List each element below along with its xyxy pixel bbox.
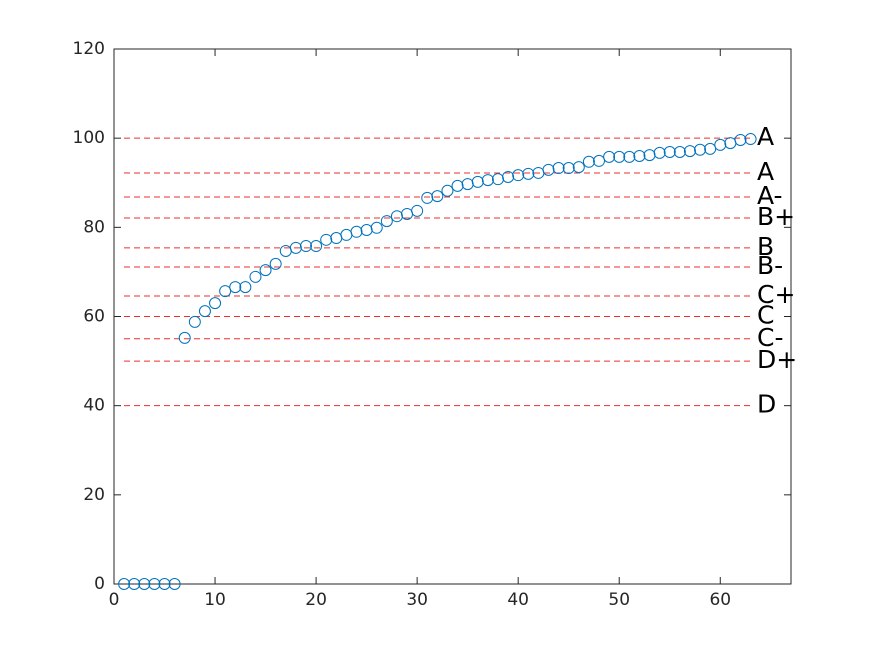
point [552,162,565,175]
point [704,142,717,155]
point [128,578,141,590]
point [734,133,747,146]
x-tick-label: 0 [109,590,120,610]
grade-label: C [757,301,774,330]
point [350,225,363,238]
grade-label: A- [757,181,783,210]
y-tick-label: 100 [73,128,105,148]
point [603,150,616,163]
point [431,190,444,203]
point [138,578,151,590]
grade-label: B [757,232,774,261]
point [239,281,252,294]
point [370,221,383,234]
point [219,285,232,298]
x-tick-label: 60 [709,590,731,610]
y-tick-label: 120 [73,39,105,59]
x-tick-label: 20 [305,590,327,610]
grade-label: A [757,122,774,151]
grade-label: B+ [757,202,795,231]
point [694,143,707,156]
grade-label: D+ [757,345,797,374]
point [289,241,302,254]
x-tick-label: 10 [204,590,226,610]
point [653,146,666,159]
point [542,163,555,176]
point [714,138,727,151]
point [310,240,323,253]
point [411,204,424,217]
grade-label: A [757,157,774,186]
y-tick-label: 60 [83,307,105,327]
point [673,145,686,158]
point [320,233,333,246]
grade-label: B- [757,251,783,280]
point [249,270,262,283]
point [299,240,312,253]
point [502,170,515,183]
point [229,281,242,294]
point [188,315,201,328]
point [441,184,454,197]
grade-label: C- [757,323,783,352]
point [451,179,464,192]
point [623,150,636,163]
y-tick-label: 20 [83,485,105,505]
point [178,331,191,344]
point [481,174,494,187]
point [663,145,676,158]
grade-label: D [757,390,776,419]
point [562,162,575,175]
y-tick-label: 80 [83,217,105,237]
point [269,257,282,270]
x-tick-label: 40 [507,590,529,610]
y-tick-label: 0 [94,574,105,594]
point [421,191,434,204]
grade-label: C+ [757,280,795,309]
point [158,578,171,590]
point [380,215,393,228]
point [613,150,626,163]
point [512,169,525,182]
point [118,578,131,590]
x-tick-label: 30 [406,590,428,610]
point [582,155,595,168]
point [633,150,646,162]
point [683,145,696,158]
point [522,167,535,180]
point [198,305,211,318]
point [259,264,272,277]
point [148,578,161,590]
point [471,175,484,188]
x-tick-label: 50 [608,590,630,610]
point [744,133,757,146]
y-tick-label: 40 [83,396,105,416]
point [572,161,585,174]
point [168,578,181,590]
point [209,297,222,310]
point [593,154,606,167]
